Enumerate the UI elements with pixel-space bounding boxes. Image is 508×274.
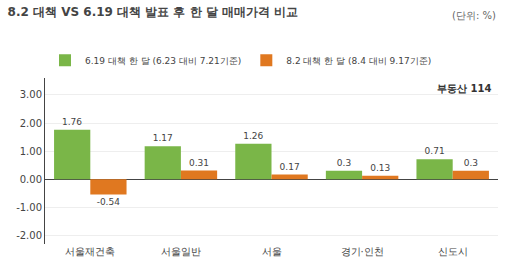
svg-text:0.13: 0.13 <box>370 163 390 173</box>
svg-text:-2.00: -2.00 <box>16 230 42 241</box>
svg-text:서울: 서울 <box>262 246 282 257</box>
svg-text:서울재건축: 서울재건축 <box>65 246 115 257</box>
svg-text:1.26: 1.26 <box>243 131 263 141</box>
svg-text:-1.00: -1.00 <box>16 202 42 213</box>
svg-text:1.00: 1.00 <box>20 146 42 157</box>
svg-text:8.2 대책 한 달 (8.4 대비 9.17기준): 8.2 대책 한 달 (8.4 대비 9.17기준) <box>286 56 431 66</box>
svg-text:서울일반: 서울일반 <box>161 246 201 257</box>
svg-text:-0.54: -0.54 <box>97 197 121 207</box>
svg-text:(단위: %): (단위: %) <box>452 10 496 21</box>
svg-text:부동산 114: 부동산 114 <box>437 83 491 94</box>
svg-text:신도시: 신도시 <box>438 246 468 257</box>
svg-text:8.2 대책 VS 6.19 대책 발표 후 한 달 매매가: 8.2 대책 VS 6.19 대책 발표 후 한 달 매매가격 비교 <box>8 5 299 19</box>
svg-text:1.76: 1.76 <box>62 117 82 127</box>
svg-text:0.00: 0.00 <box>20 174 42 185</box>
svg-text:3.00: 3.00 <box>20 89 42 100</box>
svg-text:0.31: 0.31 <box>189 158 209 168</box>
svg-text:0.17: 0.17 <box>280 162 300 172</box>
svg-text:경기·인천: 경기·인천 <box>341 246 384 257</box>
svg-text:0.3: 0.3 <box>464 158 478 168</box>
svg-text:2.00: 2.00 <box>20 118 42 129</box>
svg-text:1.17: 1.17 <box>153 133 173 143</box>
svg-text:0.71: 0.71 <box>425 146 445 156</box>
svg-text:6.19 대책 한 달 (6.23 대비 7.21기준): 6.19 대책 한 달 (6.23 대비 7.21기준) <box>85 56 241 66</box>
svg-text:0.3: 0.3 <box>337 158 351 168</box>
